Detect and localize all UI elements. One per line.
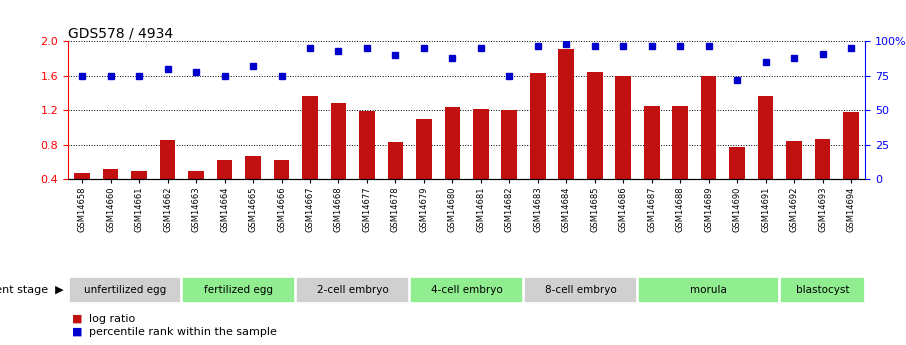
Text: ■: ■ [72, 327, 83, 337]
Bar [587, 71, 602, 214]
Bar [558, 49, 574, 214]
Text: 8-cell embryo: 8-cell embryo [545, 285, 616, 295]
Bar [473, 109, 488, 214]
Text: ■: ■ [72, 314, 83, 324]
Bar [524, 277, 637, 303]
Text: fertilized egg: fertilized egg [204, 285, 274, 295]
Bar [274, 159, 289, 214]
Bar [672, 106, 688, 214]
Bar [814, 139, 830, 214]
Bar [445, 107, 460, 214]
Bar [331, 104, 346, 214]
Text: unfertilized egg: unfertilized egg [83, 285, 166, 295]
Bar [159, 140, 176, 214]
Bar [182, 277, 295, 303]
Text: GDS578 / 4934: GDS578 / 4934 [68, 26, 173, 40]
Bar [103, 169, 119, 214]
Bar [217, 159, 232, 214]
Text: morula: morula [690, 285, 727, 295]
Bar [644, 106, 660, 214]
Bar [757, 96, 774, 214]
Bar [359, 111, 375, 214]
Bar [296, 277, 410, 303]
Bar [701, 76, 717, 214]
Bar [388, 142, 403, 214]
Bar [303, 96, 318, 214]
Text: development stage  ▶: development stage ▶ [0, 285, 63, 295]
Bar [530, 73, 545, 214]
Bar [246, 156, 261, 214]
Bar [638, 277, 779, 303]
Bar [74, 173, 90, 214]
Bar [615, 76, 631, 214]
Text: blastocyst: blastocyst [795, 285, 849, 295]
Bar [131, 171, 147, 214]
Bar [729, 147, 745, 214]
Bar [410, 277, 523, 303]
Bar [780, 277, 864, 303]
Bar [786, 141, 802, 214]
Bar [502, 110, 517, 214]
Bar [843, 112, 859, 214]
Text: 4-cell embryo: 4-cell embryo [430, 285, 503, 295]
Text: 2-cell embryo: 2-cell embryo [317, 285, 389, 295]
Bar [69, 277, 181, 303]
Text: log ratio: log ratio [89, 314, 135, 324]
Text: percentile rank within the sample: percentile rank within the sample [89, 327, 276, 337]
Bar [188, 171, 204, 214]
Bar [416, 119, 431, 214]
